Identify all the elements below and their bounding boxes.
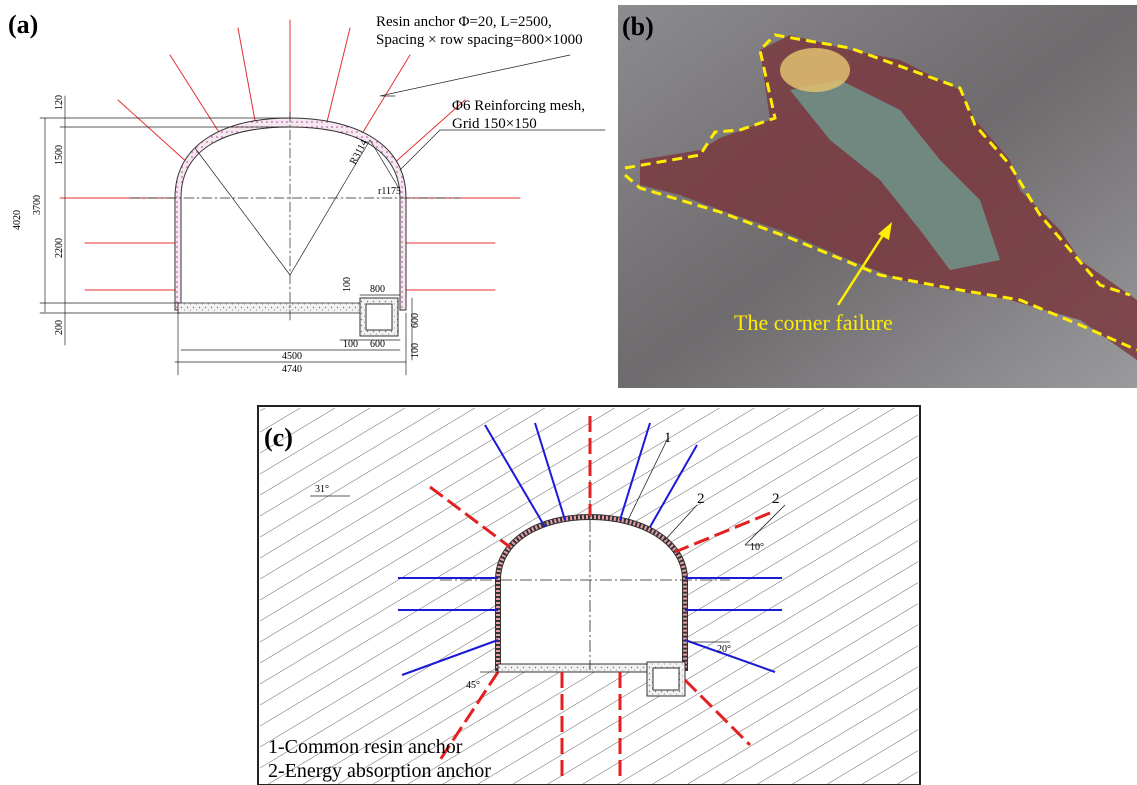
lining [175, 118, 406, 310]
dimension: R3114 [348, 138, 370, 166]
figure: (a) Resin anchor Φ=20, L=2500, Spacing × r… [0, 0, 1137, 785]
mesh-note: Φ6 Reinforcing mesh, [452, 98, 585, 114]
dimension: 600 [370, 339, 385, 350]
floor [178, 303, 360, 313]
panel-label: (b) [622, 12, 654, 41]
panel-label: (a) [8, 10, 38, 39]
callout: 2 [772, 491, 780, 507]
angle-label: 20° [717, 644, 731, 655]
ditch-inner [366, 304, 392, 330]
annotation: The corner failure [734, 310, 893, 335]
dimension: r1175 [378, 186, 401, 197]
highlight [780, 48, 850, 92]
dimension: 2200 [54, 238, 65, 258]
panel-label: (c) [264, 423, 293, 452]
legend-item: 2-Energy absorption anchor [268, 760, 491, 782]
dimension: 4740 [282, 364, 302, 375]
dimension: 4020 [12, 210, 23, 230]
dimension: 120 [54, 95, 65, 110]
dimension: 800 [370, 284, 385, 295]
panel-a [40, 20, 605, 375]
dimension: 200 [54, 320, 65, 335]
panel-c [258, 406, 920, 785]
dimension: 100 [343, 339, 358, 350]
legend-item: 1-Common resin anchor [268, 736, 463, 758]
callout: 1 [664, 430, 672, 446]
dimension: 1500 [54, 145, 65, 165]
anchor-note: Resin anchor Φ=20, L=2500, [376, 14, 552, 30]
angle-label: 45° [466, 680, 480, 691]
dimension: 3700 [32, 195, 43, 215]
floor [498, 664, 648, 672]
dimension: 4500 [282, 351, 302, 362]
dimension: 100 [410, 343, 421, 358]
dimension: 600 [410, 313, 421, 328]
angle-label: 10° [750, 542, 764, 553]
mesh-note: Grid 150×150 [452, 116, 537, 132]
tunnel [498, 517, 685, 668]
ditch-inner [653, 668, 679, 690]
anchor-note: Spacing × row spacing=800×1000 [376, 32, 583, 48]
angle-label: 31° [315, 484, 329, 495]
callout: 2 [697, 491, 705, 507]
dimension: 100 [342, 277, 353, 292]
